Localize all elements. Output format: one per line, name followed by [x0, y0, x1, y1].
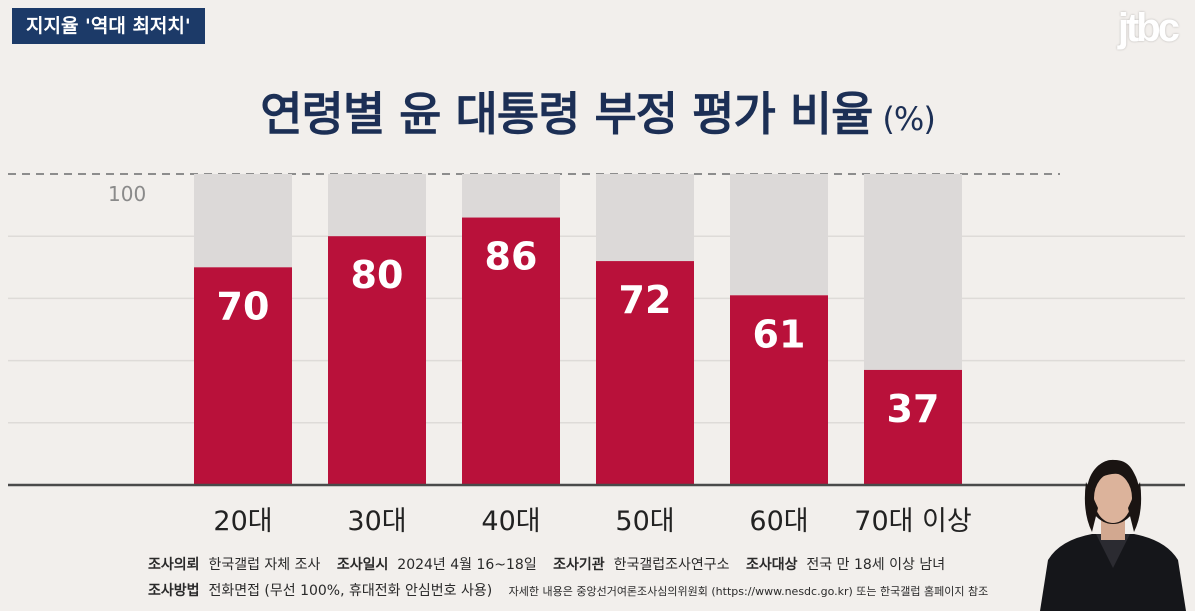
- note-value: 한국갤럽조사연구소: [613, 557, 730, 573]
- news-topic-tag: 지지율 '역대 최저치': [12, 8, 205, 44]
- chart-title-text: 연령별 윤 대통령 부정 평가 비율: [260, 87, 873, 141]
- category-label: 70대 이상: [854, 506, 971, 537]
- category-label: 20대: [213, 506, 272, 537]
- bar-value-label: 80: [351, 253, 404, 297]
- note-label: 조사대상: [745, 557, 798, 573]
- bar-remainder: [328, 174, 426, 237]
- survey-notes: 조사의뢰 한국갤럽 자체 조사 조사일시 2024년 4월 16~18일 조사기…: [148, 552, 1038, 605]
- bar-value-label: 70: [217, 284, 270, 328]
- bar-value-label: 37: [887, 387, 940, 431]
- bar-remainder: [864, 174, 962, 370]
- bar-value-label: 61: [753, 312, 806, 356]
- note-value: 전국 만 18세 이상 남녀: [806, 557, 946, 573]
- bar: [462, 217, 560, 485]
- chart-title: 연령별 윤 대통령 부정 평가 비율 (%): [0, 78, 1195, 144]
- category-label: 40대: [481, 506, 540, 537]
- bar-chart: 100 70 20대 80 30대 86 40대 72 50대 61 60대 37 70대 이상: [8, 173, 1185, 537]
- survey-notes-line-2: 조사방법 전화면접 (무선 100%, 휴대전화 안심번호 사용) 자세한 내용…: [148, 578, 1038, 605]
- category-label: 30대: [347, 506, 406, 537]
- bar-remainder: [462, 174, 560, 218]
- bar: [596, 261, 694, 485]
- note-label: 조사의뢰: [148, 557, 200, 573]
- note-label: 조사일시: [336, 557, 389, 573]
- survey-notes-line-1: 조사의뢰 한국갤럽 자체 조사 조사일시 2024년 4월 16~18일 조사기…: [148, 552, 1038, 578]
- chart-title-unit: (%): [882, 100, 935, 138]
- bar-value-label: 72: [619, 278, 672, 322]
- category-label: 50대: [615, 506, 674, 537]
- bar-value-label: 86: [485, 235, 538, 279]
- jtbc-logo: jtbc: [1117, 6, 1180, 50]
- category-label: 60대: [749, 506, 808, 537]
- bar: [328, 236, 426, 485]
- bar-remainder: [730, 174, 828, 296]
- bar-remainder: [194, 174, 292, 268]
- bar: [864, 369, 962, 485]
- note-value: 2024년 4월 16~18일: [397, 557, 537, 573]
- note-label: 조사방법: [148, 583, 200, 599]
- note-value: 한국갤럽 자체 조사: [208, 557, 321, 573]
- bar: [730, 295, 828, 485]
- note-label: 조사기관: [553, 557, 605, 573]
- bar: [194, 267, 292, 485]
- note-value: 전화면접 (무선 100%, 휴대전화 안심번호 사용): [208, 583, 493, 599]
- anchor-person: [1030, 448, 1195, 611]
- note-reference: 자세한 내용은 중앙선거여론조사심의위원회 (https://www.nesdc…: [508, 585, 989, 598]
- bar-remainder: [596, 174, 694, 262]
- y-tick-label: 100: [108, 182, 146, 206]
